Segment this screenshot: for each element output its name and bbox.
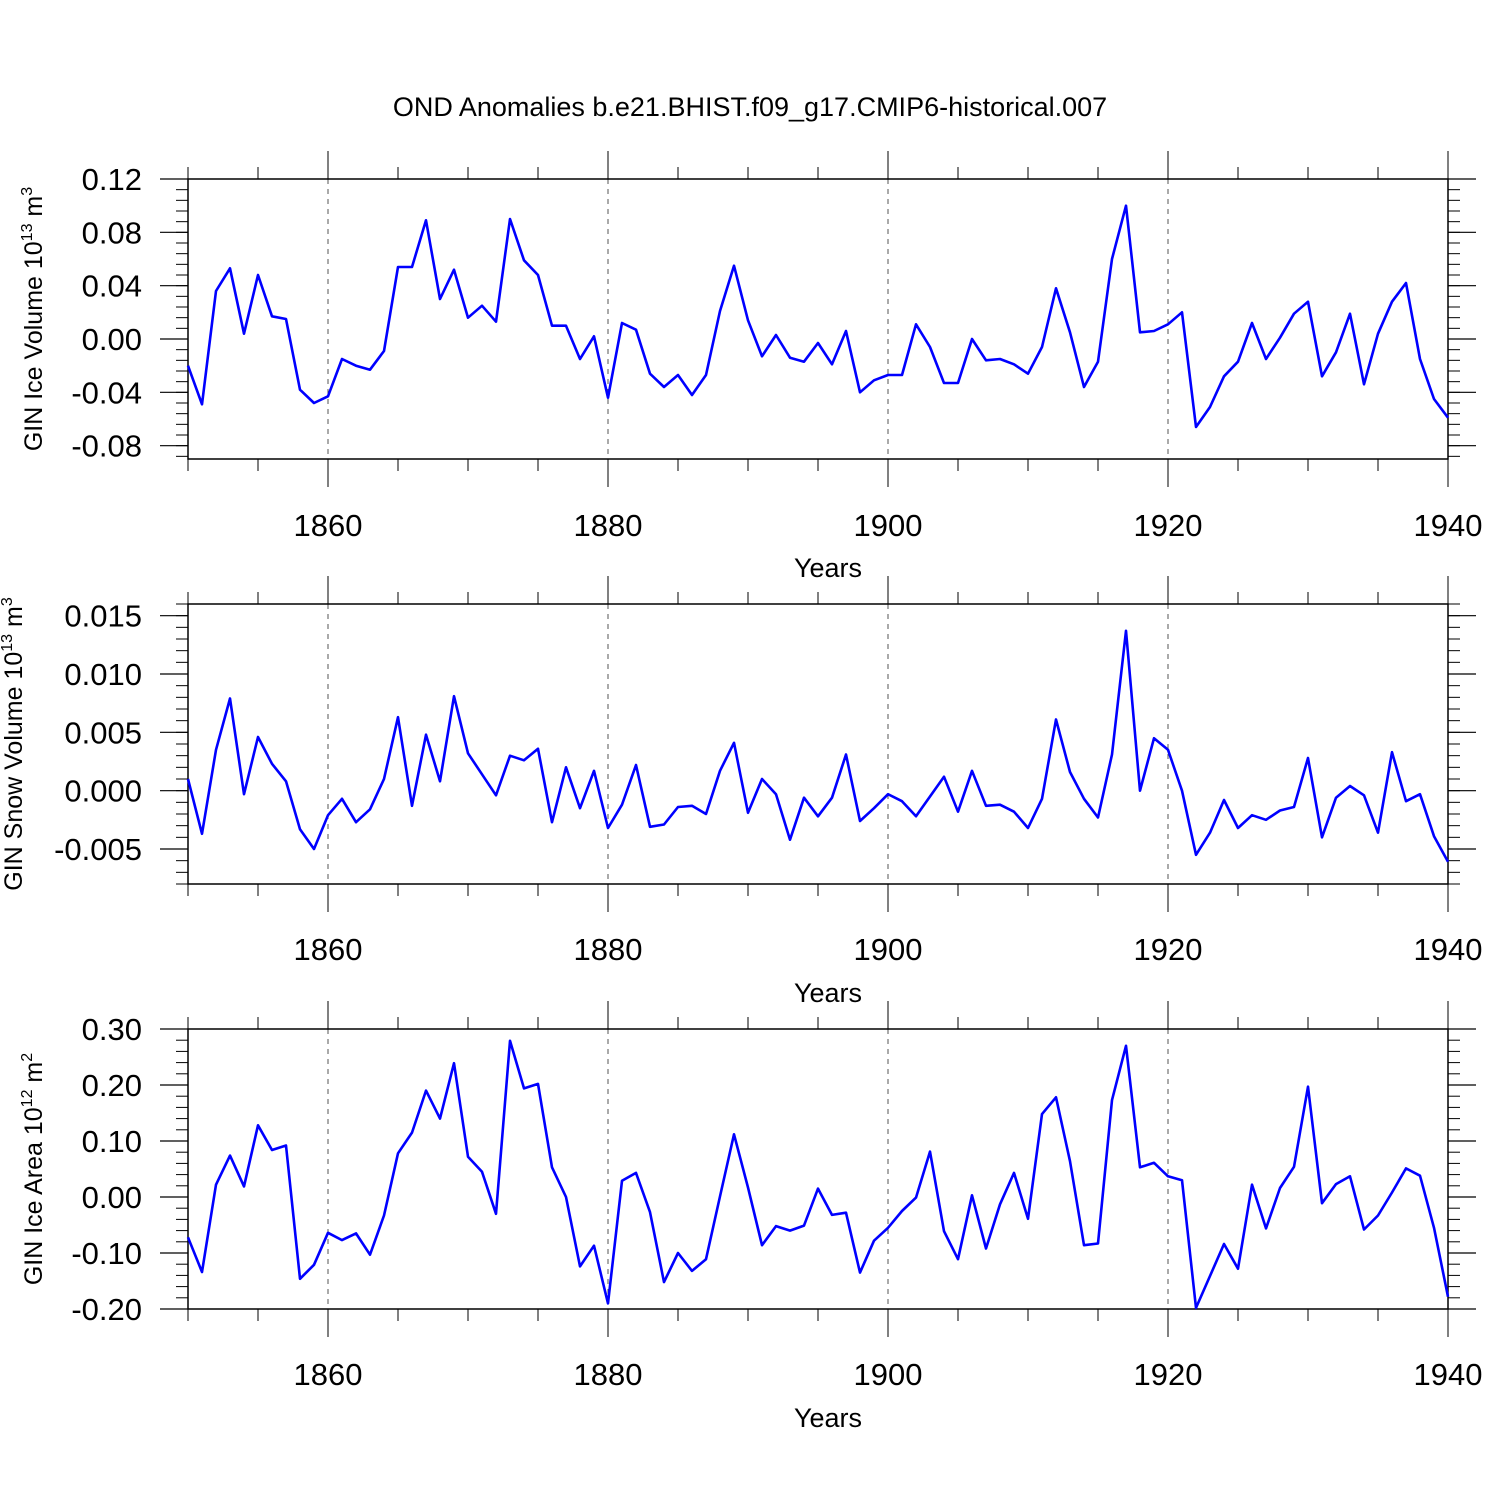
series-line-ice-volume bbox=[186, 204, 1450, 429]
series-line-snow-volume bbox=[186, 629, 1450, 863]
x-tick-label: 1900 bbox=[854, 508, 923, 543]
y-axis-label-unit-exponent: 3 bbox=[0, 597, 16, 606]
y-tick-label: 0.20 bbox=[82, 1068, 142, 1103]
panel-ice-volume: -0.08 -0.04 0.00 0.04 0.08 0.12 1860 1880 1900 19… bbox=[19, 151, 1482, 583]
series-line-ice-area bbox=[186, 1039, 1450, 1310]
y-axis-label-unit: m bbox=[20, 1062, 48, 1090]
panels: -0.08 -0.04 0.00 0.04 0.08 0.12 1860 1880 1900 19… bbox=[0, 151, 1482, 1433]
y-tick-label: -0.005 bbox=[54, 832, 142, 867]
y-tick-label: 0.000 bbox=[64, 774, 142, 809]
y-tick-label: 0.010 bbox=[64, 657, 142, 692]
plot-frame bbox=[187, 178, 1449, 460]
plot-frame bbox=[187, 1028, 1449, 1310]
x-tick-label: 1920 bbox=[1134, 1357, 1203, 1392]
y-tick-label: 0.04 bbox=[82, 269, 142, 304]
y-tick-label: 0.00 bbox=[82, 1180, 142, 1215]
y-tick-label: 0.00 bbox=[82, 322, 142, 357]
y-tick-label: 0.08 bbox=[82, 215, 142, 250]
x-tick-label: 1860 bbox=[294, 932, 363, 967]
y-axis-label-unit-exponent: 2 bbox=[19, 1053, 36, 1062]
x-tick-label: 1940 bbox=[1414, 932, 1483, 967]
panel-ice-area: -0.20 -0.10 0.00 0.10 0.20 0.30 1860 1880 1900 19… bbox=[19, 1001, 1482, 1433]
x-tick-label: 1900 bbox=[854, 1357, 923, 1392]
y-axis-label-unit-exponent: 3 bbox=[19, 187, 36, 196]
x-tick-label: 1860 bbox=[294, 1357, 363, 1392]
x-tick-label: 1900 bbox=[854, 932, 923, 967]
chart-title: OND Anomalies b.e21.BHIST.f09_g17.CMIP6-… bbox=[393, 92, 1107, 122]
x-axis-label: Years bbox=[794, 553, 862, 583]
y-axis-label-main: GIN Ice Volume 10 bbox=[20, 241, 48, 451]
plot-frame bbox=[187, 603, 1449, 885]
x-tick-label: 1940 bbox=[1414, 508, 1483, 543]
y-axis-label-main: GIN Ice Area 10 bbox=[20, 1107, 48, 1285]
y-axis-label-exponent: 13 bbox=[19, 223, 36, 241]
x-axis-label: Years bbox=[794, 1403, 862, 1433]
y-tick-label: -0.20 bbox=[71, 1292, 142, 1327]
x-tick-label: 1940 bbox=[1414, 1357, 1483, 1392]
y-axis-label-exponent: 13 bbox=[0, 634, 16, 652]
y-tick-label: -0.10 bbox=[71, 1236, 142, 1271]
x-tick-label: 1860 bbox=[294, 508, 363, 543]
y-axis-label-unit: m bbox=[0, 606, 28, 634]
y-axis-label: GIN Snow Volume 1013 m3 bbox=[0, 597, 28, 891]
x-tick-label: 1880 bbox=[574, 932, 643, 967]
y-tick-label: -0.08 bbox=[71, 429, 142, 464]
y-tick-label: 0.10 bbox=[82, 1124, 142, 1159]
x-tick-label: 1920 bbox=[1134, 508, 1203, 543]
y-axis-label: GIN Ice Area 1012 m2 bbox=[19, 1053, 48, 1285]
y-tick-label: -0.04 bbox=[71, 375, 142, 410]
x-tick-label: 1880 bbox=[574, 1357, 643, 1392]
x-axis-label: Years bbox=[794, 978, 862, 1008]
panel-snow-volume: -0.005 0.000 0.005 0.010 0.015 1860 1880 1900 19… bbox=[0, 576, 1482, 1008]
y-axis-label: GIN Ice Volume 1013 m3 bbox=[19, 187, 48, 451]
x-tick-label: 1920 bbox=[1134, 932, 1203, 967]
y-axis-label-exponent: 12 bbox=[19, 1089, 36, 1107]
y-tick-label: 0.015 bbox=[64, 599, 142, 634]
y-axis-label-unit: m bbox=[20, 196, 48, 224]
y-tick-label: 0.005 bbox=[64, 715, 142, 750]
x-tick-label: 1880 bbox=[574, 508, 643, 543]
y-axis-label-main: GIN Snow Volume 10 bbox=[0, 652, 28, 891]
y-tick-label: 0.12 bbox=[82, 162, 142, 197]
y-tick-label: 0.30 bbox=[82, 1012, 142, 1047]
